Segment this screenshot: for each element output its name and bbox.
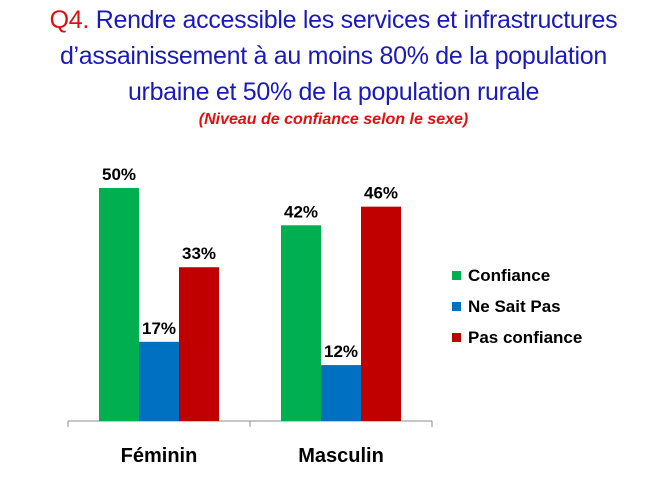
bar-masculin-ne-sait-pas [321,365,361,421]
bar-masculin-confiance [281,225,321,421]
value-label-feminin-confiance: 50% [102,165,136,184]
legend-swatch-ne-sait-pas [452,302,461,311]
bar-feminin-pas-confiance [179,267,219,421]
title-line-3: urbaine et 50% de la population rurale [127,78,540,106]
legend: Confiance Ne Sait Pas Pas confiance [452,260,582,353]
legend-swatch-confiance [452,271,461,280]
category-label-feminin: Féminin [121,445,198,467]
value-label-masculin-pas-confiance: 46% [364,184,398,203]
value-label-masculin-confiance: 42% [284,202,318,221]
bar-feminin-confiance [99,188,139,421]
value-label-masculin-ne-sait-pas: 12% [324,342,358,361]
title-line-1: Rendre accessible les services et infras… [89,6,618,34]
value-label-feminin-ne-sait-pas: 17% [142,319,176,338]
legend-item-ne-sait-pas: Ne Sait Pas [452,291,582,322]
chart-subtitle: (Niveau de confiance selon le sexe) [198,111,469,128]
legend-swatch-pas-confiance [452,333,461,342]
legend-item-pas-confiance: Pas confiance [452,322,582,353]
legend-item-confiance: Confiance [452,260,582,291]
bar-masculin-pas-confiance [361,206,401,421]
question-number: Q4. [49,6,90,34]
title-line-2: d’assainissement à au moins 80% de la po… [59,42,608,70]
legend-label-confiance: Confiance [468,265,551,285]
chart-title: Q4. Rendre accessible les services et in… [0,2,667,110]
bar-feminin-ne-sait-pas [139,341,179,421]
legend-label-ne-sait-pas: Ne Sait Pas [468,296,561,316]
value-label-feminin-pas-confiance: 33% [182,244,216,263]
legend-label-pas-confiance: Pas confiance [468,327,583,347]
category-label-masculin: Masculin [298,445,384,467]
